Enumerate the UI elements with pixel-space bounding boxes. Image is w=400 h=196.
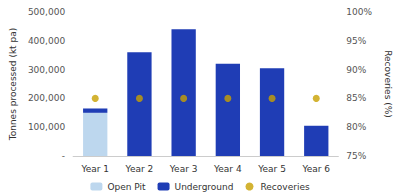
svg-text:Year 1: Year 1 [80,164,109,174]
svg-text:95%: 95% [346,36,366,46]
svg-text:Year 5: Year 5 [257,164,286,174]
svg-text:Year 2: Year 2 [125,164,154,174]
svg-text:Tonnes processed (kt pa): Tonnes processed (kt pa) [8,28,18,142]
svg-text:90%: 90% [346,65,366,75]
svg-text:75%: 75% [346,151,366,161]
svg-text:Year 6: Year 6 [301,164,330,174]
svg-text:300,000: 300,000 [28,65,65,75]
svg-text:Recoveries: Recoveries [260,182,309,192]
svg-text:85%: 85% [346,93,366,103]
svg-text:Recoveries (%): Recoveries (%) [383,50,393,118]
svg-text:Year 4: Year 4 [213,164,242,174]
svg-text:Open Pit: Open Pit [107,182,146,192]
svg-text:100%: 100% [346,7,372,17]
svg-text:Year 3: Year 3 [169,164,198,174]
svg-text:80%: 80% [346,122,366,132]
svg-text:100,000: 100,000 [28,122,65,132]
svg-text:200,000: 200,000 [28,93,65,103]
svg-text:500,000: 500,000 [28,7,65,17]
svg-text:Underground: Underground [175,182,234,192]
svg-text:400,000: 400,000 [28,36,65,46]
svg-text:-: - [62,151,65,161]
